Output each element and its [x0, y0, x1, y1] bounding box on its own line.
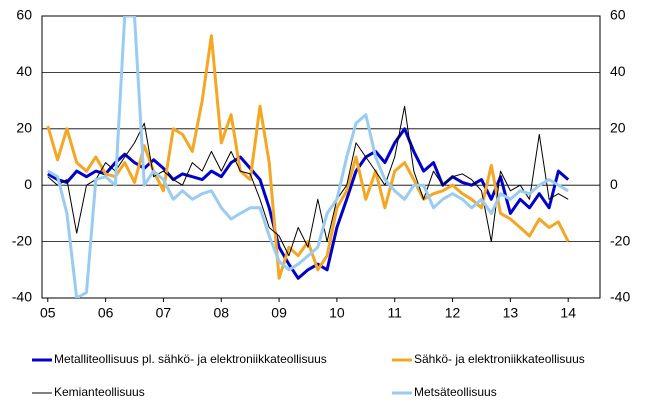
- y2-tick-label: 0: [610, 176, 618, 192]
- x-tick-label: 14: [560, 305, 576, 321]
- x-tick-label: 10: [329, 305, 345, 321]
- x-tick-label: 05: [40, 305, 56, 321]
- y-tick-label: 60: [16, 7, 32, 23]
- legend-label: Sähkö- ja elektroniikkateollisuus: [414, 352, 585, 366]
- series-line: [46, 34, 570, 280]
- x-tick-label: 07: [156, 305, 172, 321]
- legend-label: Metalliteollisuus pl. sähkö- ja elektron…: [54, 352, 327, 366]
- legend-label: Kemianteollisuus: [54, 385, 145, 399]
- x-tick-label: 11: [387, 305, 402, 321]
- y2-tick-label: -40: [610, 289, 630, 305]
- series-line: [47, 16, 569, 298]
- y-tick-label: 0: [24, 176, 32, 192]
- y-tick-label: -20: [12, 232, 32, 248]
- y2-tick-label: 60: [610, 7, 626, 23]
- y-tick-label: 20: [16, 120, 32, 136]
- y2-tick-label: -20: [610, 232, 630, 248]
- y2-tick-label: 20: [610, 120, 626, 136]
- series-group: [46, 16, 570, 298]
- x-tick-label: 12: [445, 305, 461, 321]
- y-tick-label: -40: [12, 289, 32, 305]
- x-tick-label: 06: [98, 305, 114, 321]
- legend-label: Metsäteollisuus: [414, 385, 497, 399]
- x-tick-label: 08: [213, 305, 229, 321]
- x-tick-label: 13: [503, 305, 519, 321]
- y-tick-label: 40: [16, 63, 32, 79]
- legend: Metalliteollisuus pl. sähkö- ja elektron…: [32, 352, 585, 399]
- y2-tick-label: 40: [610, 63, 626, 79]
- series-line: [47, 105, 569, 257]
- series-line: [47, 127, 570, 280]
- x-tick-label: 09: [271, 305, 287, 321]
